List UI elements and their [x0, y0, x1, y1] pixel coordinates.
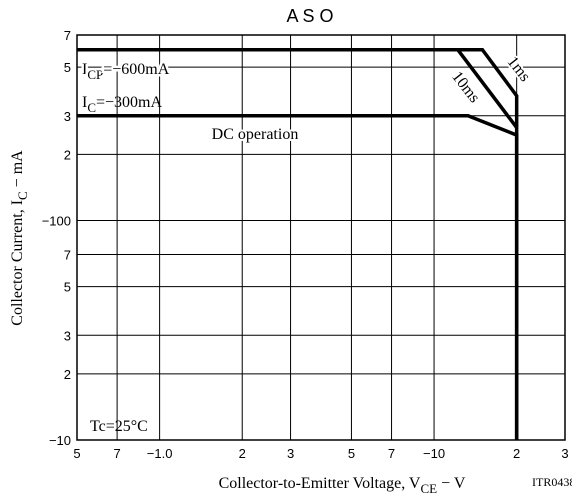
annotation: ICP=−600mA — [82, 61, 170, 82]
x-axis-label: Collector-to-Emitter Voltage, VCE − V — [219, 475, 466, 494]
annotation: ITR04384 — [532, 475, 572, 489]
y-tick-label: −100 — [42, 213, 71, 228]
series-line — [77, 114, 519, 440]
series-label: 1ms — [504, 53, 534, 84]
y-axis-label-sub: C — [15, 191, 30, 200]
x-axis-label-sub: CE — [420, 481, 437, 494]
y-axis-label-main: Collector Current, I — [9, 200, 26, 326]
annotation-sub: C — [87, 100, 96, 115]
annotation: Tc=25°C — [90, 418, 148, 435]
y-tick-label: 2 — [64, 367, 71, 382]
x-axis-label-main: Collector-to-Emitter Voltage, V — [219, 475, 421, 492]
y-tick-label: 5 — [64, 60, 71, 75]
x-tick-label: 7 — [113, 446, 120, 461]
annotation-rest: =−300mA — [96, 94, 162, 111]
y-tick-label: −10 — [49, 433, 71, 448]
x-tick-label: 5 — [348, 446, 355, 461]
chart-title: A S O — [286, 6, 333, 26]
annotation-rest: =−600mA — [103, 61, 169, 78]
y-tick-label: 3 — [64, 328, 71, 343]
annotation-sub: CP — [87, 67, 103, 82]
x-tick-label: −1.0 — [147, 446, 173, 461]
annotation-main: Tc=25°C — [90, 418, 148, 435]
x-tick-label: 3 — [287, 446, 294, 461]
series-line — [456, 48, 519, 129]
y-tick-label: 3 — [64, 109, 71, 124]
y-axis-label-rest: − mA — [9, 150, 26, 191]
series-label: DC operation — [212, 126, 299, 143]
annotation-main: I — [82, 61, 87, 78]
plot-frame — [76, 34, 566, 441]
y-tick-label: 7 — [64, 28, 71, 43]
annotation: IC=−300mA — [82, 94, 162, 115]
x-tick-label: 7 — [388, 446, 395, 461]
x-axis-label-rest: − V — [437, 475, 466, 492]
annotation-main: ITR04384 — [532, 475, 572, 489]
y-tick-label: 7 — [64, 248, 71, 263]
x-tick-label: 5 — [73, 446, 80, 461]
y-tick-label: 5 — [64, 280, 71, 295]
y-axis-label: Collector Current, IC − mA — [9, 150, 30, 326]
y-tick-label: 2 — [64, 147, 71, 162]
x-tick-label: −10 — [423, 446, 445, 461]
x-tick-label: 3 — [561, 446, 568, 461]
x-tick-label: 2 — [513, 446, 520, 461]
x-tick-label: 2 — [239, 446, 246, 461]
annotation-main: I — [82, 94, 87, 111]
